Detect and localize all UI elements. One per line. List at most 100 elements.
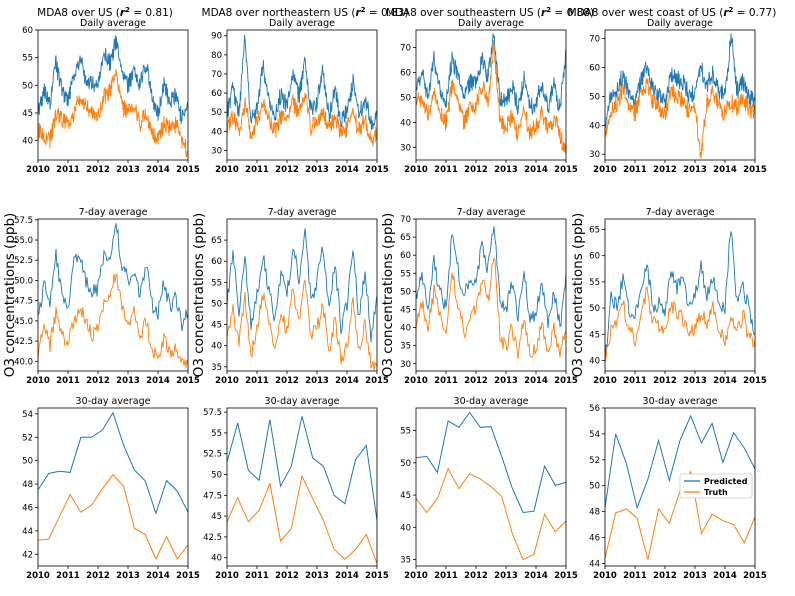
- y-tick-label: 30: [400, 360, 411, 370]
- x-tick-label: 2013: [683, 376, 707, 386]
- column-title-1: MDA8 over US (r2 = 0.81): [37, 6, 173, 19]
- x-tick-label: 2010: [215, 376, 239, 386]
- panel-title: 30-day average: [265, 396, 340, 407]
- panel-2-1: 7-day average 40.0 42.5 45.0 47.5 50.0 52.5 55.…: [14, 207, 200, 386]
- y-axis-label-4: O3 concentrations (ppb): [570, 213, 586, 378]
- y-tick-label: 65: [589, 225, 600, 235]
- x-tick-label: 2015: [554, 376, 578, 386]
- series-line-truth: [416, 39, 566, 156]
- panel-3-2: 30-day average 40 42.5 45 47.5 50 52.5 55 57.5 20…: [203, 396, 389, 581]
- y-tick-label: 50: [211, 471, 222, 481]
- plot-frame: [226, 218, 378, 372]
- plot-frame: [415, 29, 567, 161]
- y-tick-label: 50: [22, 81, 33, 91]
- plot-frame: [415, 407, 567, 567]
- y-tick-label: 52: [589, 456, 600, 466]
- panel-title: 30-day average: [643, 396, 718, 407]
- y-tick-label: 70: [589, 35, 600, 45]
- plot-frame: [37, 407, 189, 567]
- x-tick-label: 2011: [245, 165, 269, 175]
- x-tick-label: 2015: [554, 165, 578, 175]
- y-tick-label: 48: [589, 508, 600, 518]
- y-tick-label: 60: [211, 257, 222, 267]
- plot-frame: [604, 218, 756, 372]
- y-tick-label: 50: [589, 304, 600, 314]
- y-tick-label: 57.5: [14, 216, 33, 226]
- panel-title: 30-day average: [76, 396, 151, 407]
- y-tick-label: 46: [22, 503, 33, 513]
- series-line-truth: [38, 273, 188, 368]
- x-tick-label: 2014: [335, 571, 359, 581]
- legend-label-predicted: Predicted: [704, 477, 748, 486]
- y-tick-label: 35: [400, 556, 411, 566]
- y-tick-label: 55: [22, 54, 33, 64]
- x-tick-label: 2012: [275, 376, 299, 386]
- series-line-predicted: [38, 411, 188, 515]
- x-tick-label: 2012: [464, 376, 488, 386]
- y-tick-label: 50: [400, 287, 411, 297]
- x-tick-label: 2010: [593, 376, 617, 386]
- series-line-predicted: [38, 223, 188, 332]
- x-tick-label: 2013: [683, 571, 707, 581]
- y-tick-label: 45.0: [14, 317, 33, 327]
- series-line-predicted: [38, 35, 188, 125]
- y-tick-label: 50: [400, 459, 411, 469]
- x-tick-label: 2015: [365, 571, 389, 581]
- panel-1-1: Daily average 40 45 50 55 60 2010 2011 2012 2013 2…: [22, 18, 200, 175]
- series-line-predicted: [605, 33, 755, 128]
- y-axis-label-3: O3 concentrations (ppb): [380, 213, 396, 378]
- x-tick-label: 2012: [275, 165, 299, 175]
- column-title-4: MDA8 over west coast of US (r2 = 0.77): [568, 6, 777, 19]
- x-tick-label: 2014: [146, 165, 170, 175]
- y-tick-label: 45: [211, 321, 222, 331]
- x-tick-label: 2010: [26, 571, 50, 581]
- x-tick-label: 2012: [653, 571, 677, 581]
- series-line-truth: [605, 285, 755, 362]
- x-tick-label: 2012: [464, 165, 488, 175]
- y-tick-label: 55: [400, 427, 411, 437]
- x-tick-label: 2015: [554, 571, 578, 581]
- y-tick-label: 55: [400, 269, 411, 279]
- y-axis-labels: O3 concentrations (ppb) O3 concentrations…: [2, 213, 586, 378]
- y-tick-label: 70: [400, 44, 411, 54]
- x-tick-label: 2013: [683, 165, 707, 175]
- y-tick-label: 45: [589, 330, 600, 340]
- y-tick-label: 30: [400, 144, 411, 154]
- y-tick-label: 35: [400, 342, 411, 352]
- x-tick-label: 2010: [215, 165, 239, 175]
- series-line-predicted: [416, 33, 566, 115]
- plot-frame: [604, 407, 756, 567]
- y-tick-label: 30: [589, 150, 600, 160]
- panel-title: 30-day average: [454, 396, 529, 407]
- x-tick-label: 2010: [26, 165, 50, 175]
- plot-frame: [226, 29, 378, 161]
- x-tick-label: 2013: [305, 376, 329, 386]
- x-tick-label: 2014: [335, 376, 359, 386]
- series-line-truth: [38, 68, 188, 158]
- legend-label-truth: Truth: [704, 488, 728, 497]
- x-tick-label: 2014: [713, 571, 737, 581]
- x-tick-label: 2013: [116, 376, 140, 386]
- y-tick-label: 60: [22, 26, 33, 36]
- y-tick-label: 57.5: [203, 408, 222, 418]
- legend: Predicted Truth: [679, 473, 753, 499]
- y-tick-label: 54: [22, 410, 33, 420]
- panel-1-4: Daily average 30 40 50 60 70 2010 2011 2012 2013 2…: [589, 18, 767, 175]
- panel-title: 7-day average: [646, 207, 715, 218]
- x-tick-label: 2010: [404, 376, 428, 386]
- y-tick-label: 60: [400, 251, 411, 261]
- y-tick-label: 80: [211, 51, 222, 61]
- y-tick-label: 70: [211, 70, 222, 80]
- panel-2-2: 7-day average 35 40 45 50 55 60 65 2010 2011 2012 2…: [211, 207, 389, 386]
- y-tick-label: 42.5: [14, 337, 33, 347]
- x-tick-label: 2014: [335, 165, 359, 175]
- y-tick-label: 45: [211, 512, 222, 522]
- x-tick-label: 2015: [743, 376, 767, 386]
- x-tick-label: 2012: [464, 571, 488, 581]
- series-line-predicted: [605, 414, 755, 510]
- y-tick-label: 40: [400, 119, 411, 129]
- y-tick-label: 50: [211, 108, 222, 118]
- series-line-predicted: [227, 34, 377, 131]
- x-tick-label: 2011: [245, 571, 269, 581]
- y-tick-label: 90: [211, 32, 222, 42]
